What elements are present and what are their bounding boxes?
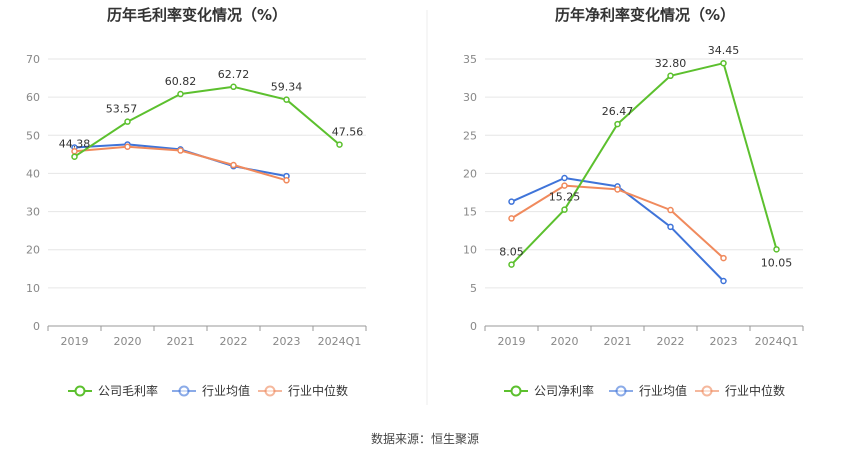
x-tick-label: 2019 xyxy=(61,335,89,348)
y-tick-label: 20 xyxy=(26,244,40,257)
data-point xyxy=(508,261,515,268)
data-label: 15.25 xyxy=(549,191,581,204)
y-tick-label: 50 xyxy=(26,129,40,142)
legend-marker xyxy=(74,385,86,397)
y-tick-label: 70 xyxy=(26,53,40,66)
data-point xyxy=(720,254,727,262)
y-tick-label: 5 xyxy=(470,282,477,295)
x-tick-label: 2022 xyxy=(220,335,248,348)
legend-label: 行业均值 xyxy=(202,383,250,398)
legend-marker xyxy=(178,385,190,397)
legend-marker xyxy=(264,385,276,397)
data-label: 8.05 xyxy=(499,246,524,259)
y-tick-label: 20 xyxy=(463,167,477,180)
data-point xyxy=(614,120,621,128)
x-tick-label: 2024Q1 xyxy=(755,335,799,348)
data-point xyxy=(230,161,237,169)
series-line xyxy=(73,85,341,158)
data-point xyxy=(508,198,515,205)
data-point xyxy=(177,147,184,154)
data-point xyxy=(614,186,621,193)
data-point xyxy=(667,223,674,231)
legend-label: 公司毛利率 xyxy=(98,383,158,398)
data-label: 60.82 xyxy=(165,75,197,88)
data-point xyxy=(124,143,131,150)
legend-marker xyxy=(701,385,713,397)
data-point xyxy=(667,72,674,80)
y-tick-label: 15 xyxy=(463,206,477,219)
y-tick-label: 0 xyxy=(470,320,477,333)
data-point xyxy=(283,177,290,184)
legend-marker xyxy=(510,385,522,397)
data-point xyxy=(561,206,568,213)
legend-label: 行业中位数 xyxy=(288,383,348,398)
y-tick-label: 10 xyxy=(26,282,40,295)
y-tick-label: 25 xyxy=(463,129,477,142)
legend-label: 行业均值 xyxy=(639,383,687,398)
data-point xyxy=(667,206,674,214)
x-tick-label: 2021 xyxy=(604,335,632,348)
series-line xyxy=(510,62,778,266)
data-point xyxy=(773,246,780,253)
data-point xyxy=(720,277,727,285)
chart-title: 历年净利率变化情况（%） xyxy=(555,6,735,24)
y-tick-label: 60 xyxy=(26,91,40,104)
data-label: 26.47 xyxy=(602,105,634,118)
y-tick-label: 40 xyxy=(26,167,40,180)
y-tick-label: 30 xyxy=(26,206,40,219)
y-tick-label: 35 xyxy=(463,53,477,66)
chart-title: 历年毛利率变化情况（%） xyxy=(107,6,287,24)
x-tick-label: 2023 xyxy=(273,335,301,348)
data-label: 59.34 xyxy=(271,81,303,94)
data-point xyxy=(71,153,78,160)
data-label: 62.72 xyxy=(218,68,250,81)
x-tick-label: 2019 xyxy=(498,335,526,348)
x-tick-label: 2021 xyxy=(167,335,195,348)
x-tick-label: 2020 xyxy=(551,335,579,348)
data-label: 53.57 xyxy=(106,103,138,116)
data-label: 44.38 xyxy=(59,138,91,151)
data-point xyxy=(720,59,727,67)
legend-marker xyxy=(615,385,627,397)
data-point xyxy=(177,90,184,98)
data-label: 34.45 xyxy=(708,44,740,57)
y-tick-label: 30 xyxy=(463,91,477,104)
x-tick-label: 2020 xyxy=(114,335,142,348)
data-point xyxy=(336,141,343,148)
data-point xyxy=(508,215,515,222)
data-point xyxy=(561,182,568,189)
data-label: 47.56 xyxy=(332,126,364,139)
data-label: 32.80 xyxy=(655,57,687,70)
data-point xyxy=(283,96,290,103)
x-tick-label: 2024Q1 xyxy=(318,335,362,348)
data-point xyxy=(561,174,568,182)
x-tick-label: 2023 xyxy=(710,335,738,348)
y-tick-label: 0 xyxy=(33,320,40,333)
data-point xyxy=(230,83,237,91)
legend-label: 行业中位数 xyxy=(725,383,785,398)
data-label: 10.05 xyxy=(761,256,793,269)
x-tick-label: 2022 xyxy=(657,335,685,348)
legend-label: 公司净利率 xyxy=(534,383,594,398)
data-point xyxy=(124,118,131,125)
data-source-label: 数据来源：恒生聚源 xyxy=(371,431,479,446)
y-tick-label: 10 xyxy=(463,244,477,257)
